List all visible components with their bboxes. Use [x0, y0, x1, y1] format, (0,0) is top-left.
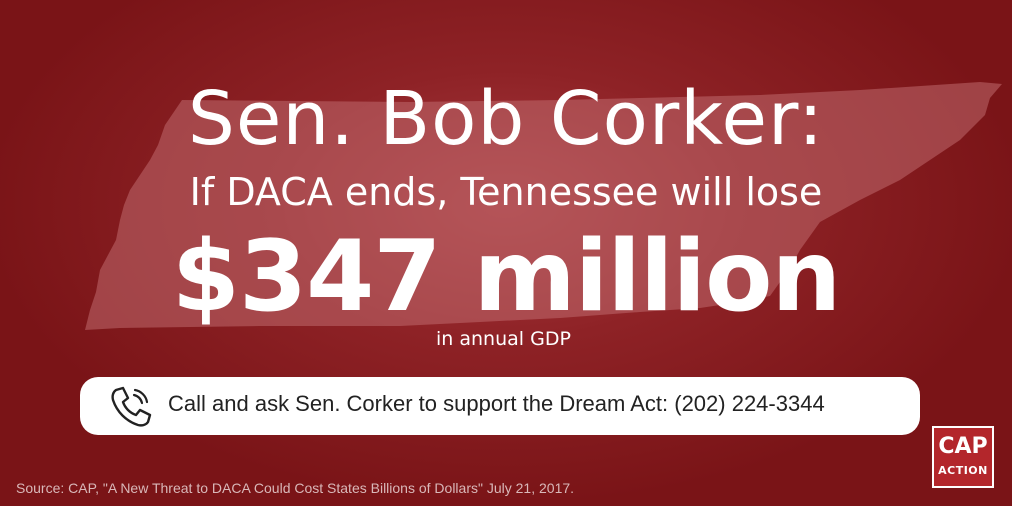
source-citation: Source: CAP, "A New Threat to DACA Could…: [16, 480, 575, 496]
logo-line-1: CAP: [938, 434, 988, 459]
cap-action-logo: CAP ACTION: [932, 426, 994, 488]
logo-line-2: ACTION: [938, 464, 988, 477]
headline-title: Sen. Bob Corker:: [187, 76, 825, 162]
call-to-action-text: Call and ask Sen. Corker to support the …: [168, 391, 825, 416]
headline-subtitle: If DACA ends, Tennessee will lose: [189, 170, 823, 214]
headline-amount: $347 million: [171, 220, 841, 334]
call-to-action-banner[interactable]: Call and ask Sen. Corker to support the …: [80, 377, 920, 435]
amount-note: in annual GDP: [436, 328, 571, 350]
phone-icon: [111, 386, 152, 427]
